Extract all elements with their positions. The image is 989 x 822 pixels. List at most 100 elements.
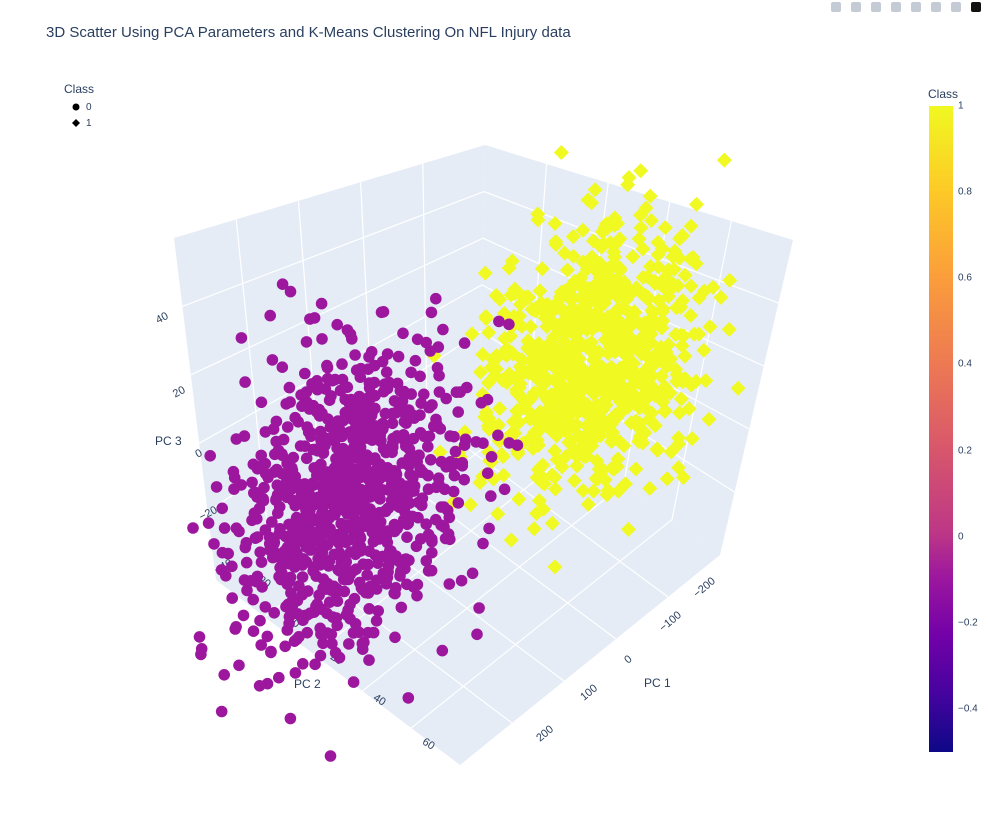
point-class-1 xyxy=(523,319,539,335)
legend-item-label: 0 xyxy=(86,101,92,113)
reset-icon[interactable] xyxy=(929,0,943,14)
plotly-logo[interactable] xyxy=(969,0,983,14)
point-class-1 xyxy=(511,414,527,430)
z-tick-label: 0 xyxy=(193,447,204,460)
point-class-0 xyxy=(248,487,260,499)
point-class-0 xyxy=(405,366,417,379)
point-class-0 xyxy=(347,676,360,688)
y-tick-label: 60 xyxy=(420,736,437,753)
point-class-0 xyxy=(399,562,411,575)
orbit-icon[interactable] xyxy=(889,0,903,14)
point-class-0 xyxy=(288,526,301,538)
camera-view-icon[interactable] xyxy=(949,0,963,14)
point-class-0 xyxy=(333,651,346,664)
point-class-1 xyxy=(612,316,628,332)
point-class-1 xyxy=(633,163,649,179)
legend-item-class-1[interactable]: 1 xyxy=(64,115,94,131)
point-class-0 xyxy=(269,448,281,461)
point-class-1 xyxy=(598,322,614,338)
point-class-0 xyxy=(443,578,456,590)
point-class-0 xyxy=(247,625,260,637)
point-class-0 xyxy=(379,407,392,420)
point-class-0 xyxy=(336,358,348,370)
point-class-0 xyxy=(481,467,494,480)
legend: Class 0 1 xyxy=(64,82,94,131)
point-class-1 xyxy=(619,348,635,364)
zoom-icon[interactable] xyxy=(849,0,863,14)
gridline xyxy=(422,163,428,419)
point-class-1 xyxy=(526,521,542,537)
y-tick-label: 40 xyxy=(371,692,388,709)
camera-icon[interactable] xyxy=(829,0,843,14)
point-class-1 xyxy=(657,270,673,286)
point-class-1 xyxy=(577,404,593,420)
point-class-0 xyxy=(257,494,270,507)
point-class-1 xyxy=(603,434,619,450)
point-class-0 xyxy=(401,518,414,531)
x-axis-title: PC 1 xyxy=(644,676,671,690)
point-class-0 xyxy=(388,395,401,407)
point-class-1 xyxy=(624,284,640,300)
point-class-0 xyxy=(300,452,313,465)
point-class-0 xyxy=(255,556,268,568)
point-class-1 xyxy=(600,309,616,325)
point-class-1 xyxy=(641,411,657,427)
point-class-1 xyxy=(635,241,651,257)
point-class-1 xyxy=(616,364,632,380)
point-class-0 xyxy=(297,658,309,670)
point-class-1 xyxy=(494,446,510,462)
point-class-0 xyxy=(324,750,337,762)
point-class-0 xyxy=(422,469,434,482)
point-class-0 xyxy=(297,553,310,565)
point-class-1 xyxy=(640,269,656,285)
point-class-1 xyxy=(683,307,699,323)
point-class-0 xyxy=(364,582,377,595)
point-class-1 xyxy=(643,212,659,228)
turntable-icon[interactable] xyxy=(909,0,923,14)
point-class-0 xyxy=(420,518,433,530)
point-class-1 xyxy=(598,286,614,302)
point-class-1 xyxy=(499,344,515,360)
point-class-0 xyxy=(458,473,471,486)
point-class-0 xyxy=(255,449,267,462)
point-class-1 xyxy=(575,254,591,270)
point-class-0 xyxy=(331,619,344,632)
point-class-0 xyxy=(292,416,305,428)
point-class-0 xyxy=(229,623,241,635)
legend-item-class-0[interactable]: 0 xyxy=(64,99,94,115)
point-class-1 xyxy=(637,319,653,335)
point-class-1 xyxy=(480,375,496,391)
point-class-0 xyxy=(230,433,243,445)
point-class-0 xyxy=(422,440,434,453)
gridline xyxy=(362,483,625,692)
point-class-1 xyxy=(689,196,705,212)
point-class-0 xyxy=(338,585,351,598)
point-class-0 xyxy=(275,552,287,565)
point-class-0 xyxy=(445,461,458,473)
point-class-0 xyxy=(403,497,416,510)
point-class-0 xyxy=(333,504,345,516)
point-class-0 xyxy=(403,452,415,465)
point-class-1 xyxy=(556,322,572,338)
point-class-0 xyxy=(402,692,415,704)
chart-title: 3D Scatter Using PCA Parameters and K-Me… xyxy=(46,24,571,41)
point-class-1 xyxy=(642,376,658,392)
point-class-0 xyxy=(313,497,326,510)
point-class-0 xyxy=(344,546,357,558)
point-class-0 xyxy=(317,637,329,650)
point-class-1 xyxy=(597,219,613,235)
colorbar-tick-label: 1 xyxy=(958,100,964,112)
point-class-1 xyxy=(532,283,548,299)
point-class-0 xyxy=(400,417,413,429)
point-class-0 xyxy=(422,565,435,577)
pan-icon[interactable] xyxy=(869,0,883,14)
point-class-0 xyxy=(350,502,362,515)
colorbar-tick-label: 0.6 xyxy=(958,272,972,284)
point-class-0 xyxy=(372,605,385,617)
point-class-0 xyxy=(418,430,431,443)
point-class-0 xyxy=(363,351,375,363)
point-class-1 xyxy=(628,461,644,477)
point-class-1 xyxy=(628,413,644,429)
point-class-1 xyxy=(677,348,693,364)
